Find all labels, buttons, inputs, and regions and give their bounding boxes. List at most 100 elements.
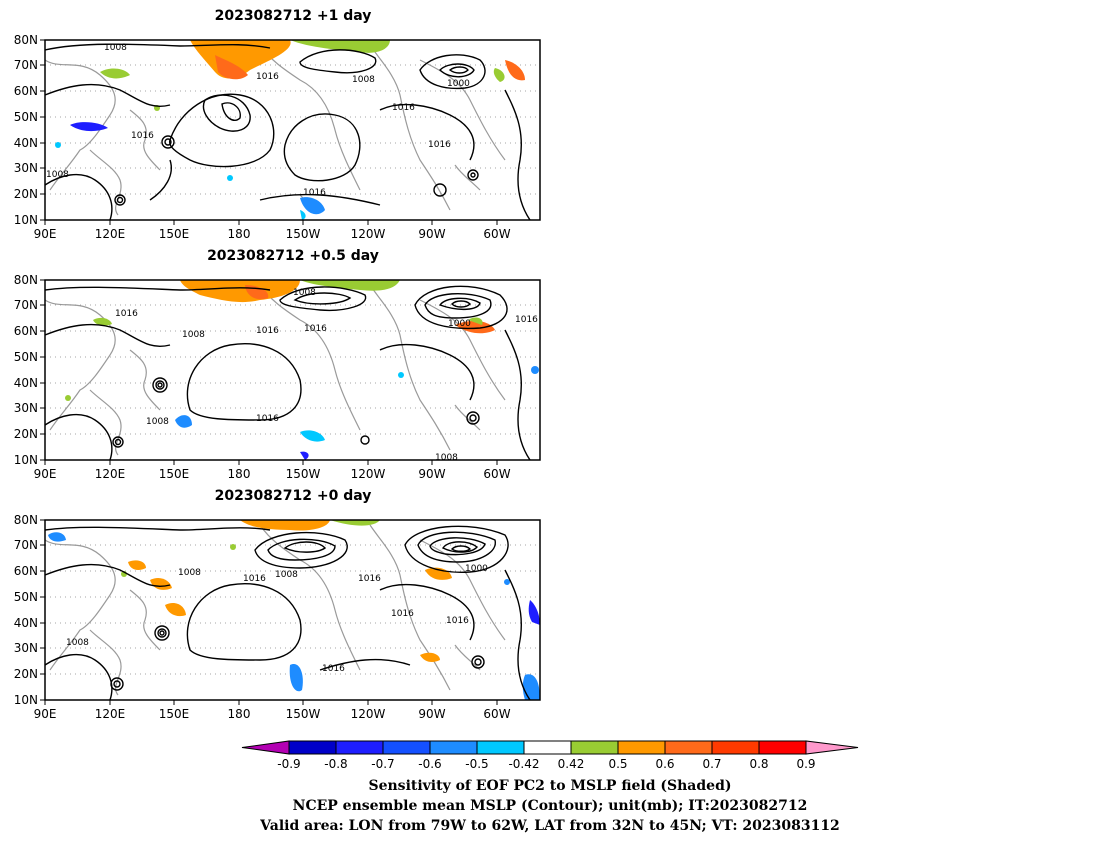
lat-label: 80N	[14, 33, 38, 47]
lat-labels: 80N 70N 60N 50N 40N 30N 20N 10N	[14, 273, 38, 467]
colorbar-swatch	[570, 740, 619, 755]
lon-label: 150W	[286, 227, 321, 241]
lat-label: 60N	[14, 564, 38, 578]
contour-label: 1000	[465, 564, 488, 574]
panel-3: 2023082712 +0 day	[14, 488, 541, 721]
colorbar-arrow-low	[241, 740, 290, 755]
lon-label: 90W	[418, 467, 445, 481]
panel-1: 2023082712 +1 day	[14, 8, 541, 241]
contour-label: 1016	[115, 309, 138, 319]
colorbar-label: -0.7	[371, 757, 394, 771]
lat-label: 60N	[14, 84, 38, 98]
lat-label: 80N	[14, 513, 38, 527]
panel-title: 2023082712 +0 day	[215, 488, 372, 504]
contour-label: 1016	[358, 574, 381, 584]
lat-label: 10N	[14, 453, 38, 467]
lon-label: 120W	[351, 707, 386, 721]
contour-labels: 1008 1016 1008 1016 1000 1016 1016 1008 …	[66, 564, 488, 674]
axis-ticks	[40, 279, 498, 465]
lat-label: 50N	[14, 590, 38, 604]
axis-ticks	[40, 519, 498, 705]
contour-label: 1008	[104, 43, 127, 53]
colorbar-swatch	[335, 740, 384, 755]
mslp-contours	[45, 43, 531, 220]
lon-label: 150E	[159, 707, 190, 721]
colorbar-label: 0.7	[702, 757, 721, 771]
lon-labels: 90E 120E 150E 180 150W 120W 90W 60W	[34, 467, 511, 481]
contour-label: 1008	[146, 417, 169, 427]
contour-label: 1000	[448, 319, 471, 329]
colorbar-label: 0.9	[796, 757, 815, 771]
caption-line-2: NCEP ensemble mean MSLP (Contour); unit(…	[293, 798, 808, 814]
contour-label: 1016	[428, 140, 451, 150]
contour-label: 1016	[446, 616, 469, 626]
contour-label: 1016	[391, 609, 414, 619]
contour-label: 1008	[182, 330, 205, 340]
lon-label: 90W	[418, 227, 445, 241]
coastlines	[45, 524, 506, 696]
lon-label: 60W	[483, 467, 510, 481]
contour-label: 1008	[293, 288, 316, 298]
coastlines	[45, 44, 506, 216]
sensitivity-shading	[65, 280, 539, 460]
lon-label: 150E	[159, 227, 190, 241]
lat-labels: 80N 70N 60N 50N 40N 30N 20N 10N	[14, 33, 38, 227]
lat-label: 20N	[14, 427, 38, 441]
lat-label: 20N	[14, 187, 38, 201]
colorbar-label: -0.5	[465, 757, 488, 771]
axis-ticks	[40, 39, 498, 225]
contour-label: 1008	[275, 570, 298, 580]
caption-line-3: Valid area: LON from 79W to 62W, LAT fro…	[259, 818, 840, 834]
lon-label: 90E	[34, 467, 57, 481]
colorbar	[241, 740, 859, 755]
map-area	[45, 520, 540, 700]
panel-2: 2023082712 +0.5 day	[14, 248, 541, 481]
contour-labels: 1016 1008 1008 1016 1016 1000 1016 1016 …	[115, 288, 538, 463]
lat-label: 30N	[14, 161, 38, 175]
caption: Sensitivity of EOF PC2 to MSLP field (Sh…	[259, 778, 840, 834]
colorbar-swatch	[523, 740, 572, 755]
map-frame	[44, 279, 541, 461]
lat-label: 50N	[14, 110, 38, 124]
mslp-contours	[45, 525, 531, 700]
lat-label: 30N	[14, 641, 38, 655]
caption-line-1: Sensitivity of EOF PC2 to MSLP field (Sh…	[368, 778, 731, 794]
map-area	[45, 40, 540, 220]
colorbar-swatch	[711, 740, 760, 755]
contour-label: 1016	[256, 72, 279, 82]
sensitivity-shading	[55, 40, 525, 220]
colorbar-swatch	[382, 740, 431, 755]
map-area	[45, 280, 540, 460]
contour-label: 1000	[447, 79, 470, 89]
lon-labels: 90E 120E 150E 180 150W 120W 90W 60W	[34, 707, 511, 721]
colorbar-swatch	[476, 740, 525, 755]
coastlines	[45, 284, 506, 456]
colorbar-labels: -0.9 -0.8 -0.7 -0.6 -0.5 -0.42 0.42 0.5 0.6 0.7 0.…	[277, 757, 815, 771]
contour-label: 1016	[243, 574, 266, 584]
mslp-contours	[45, 285, 531, 460]
contour-label: 1008	[66, 638, 89, 648]
lat-label: 60N	[14, 324, 38, 338]
contour-label: 1016	[303, 188, 326, 198]
colorbar-swatch	[288, 740, 337, 755]
map-frame	[44, 39, 541, 221]
lat-label: 70N	[14, 538, 38, 552]
colorbar-swatch	[429, 740, 478, 755]
lon-label: 120W	[351, 467, 386, 481]
colorbar-swatch	[617, 740, 666, 755]
panel-title: 2023082712 +0.5 day	[207, 248, 379, 264]
colorbar-arrow-high	[805, 740, 859, 755]
colorbar-label: -0.42	[508, 757, 539, 771]
colorbar-label: -0.8	[324, 757, 347, 771]
lon-label: 150W	[286, 467, 321, 481]
lat-label: 40N	[14, 376, 38, 390]
lon-labels: 90E 120E 150E 180 150W 120W 90W 60W	[34, 227, 511, 241]
panel-title: 2023082712 +1 day	[215, 8, 372, 24]
contour-label: 1016	[304, 324, 327, 334]
contour-label: 1016	[256, 414, 279, 424]
lon-label: 150W	[286, 707, 321, 721]
contour-label: 1008	[352, 75, 375, 85]
contour-label: 1008	[178, 568, 201, 578]
lon-label: 120E	[95, 227, 126, 241]
